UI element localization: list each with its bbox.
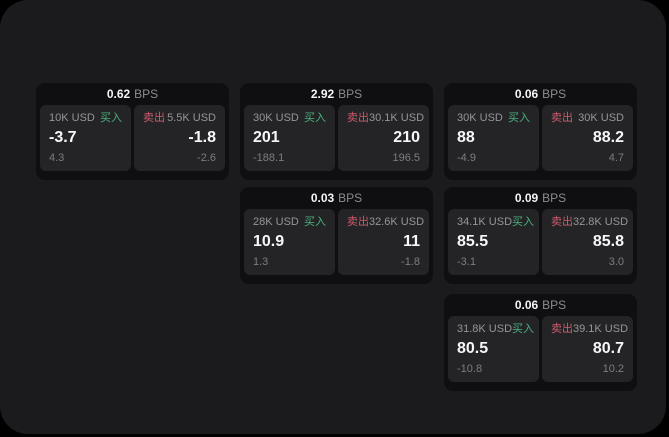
quote-body: 34.1K USD 买入 85.5 -3.1 卖出 32.8K USD 85.8… (444, 209, 637, 275)
spread-header: 0.06 BPS (444, 294, 637, 316)
spread-unit: BPS (338, 87, 363, 101)
buy-quote-tile[interactable]: 10K USD 买入 -3.7 4.3 (40, 105, 131, 171)
quote-card: 0.62 BPS 10K USD 买入 -3.7 4.3 卖出 5.5K USD… (36, 83, 229, 180)
sell-amount: 30K USD (578, 112, 624, 124)
quote-card: 0.06 BPS 30K USD 买入 88 -4.9 卖出 30K USD 8… (444, 83, 637, 180)
spread-header: 0.06 BPS (444, 83, 637, 105)
sell-delta: 4.7 (608, 152, 624, 164)
sell-quote-tile[interactable]: 卖出 5.5K USD -1.8 -2.6 (134, 105, 225, 171)
spread-value: 0.62 (106, 87, 131, 101)
buy-price: 88 (457, 129, 475, 146)
quote-body: 30K USD 买入 88 -4.9 卖出 30K USD 88.2 4.7 (444, 105, 637, 171)
sell-quote-tile[interactable]: 卖出 30.1K USD 210 196.5 (338, 105, 429, 171)
buy-price: 201 (253, 129, 280, 146)
quote-card: 0.03 BPS 28K USD 买入 10.9 1.3 卖出 32.6K US… (240, 187, 433, 284)
buy-price: -3.7 (49, 129, 77, 146)
spread-unit: BPS (542, 191, 567, 205)
buy-delta: -3.1 (457, 256, 476, 268)
buy-side-label: 买入 (100, 112, 122, 124)
sell-price: 11 (403, 233, 420, 250)
sell-side-label: 卖出 (347, 216, 369, 228)
quote-card: 0.09 BPS 34.1K USD 买入 85.5 -3.1 卖出 32.8K… (444, 187, 637, 284)
spread-header: 2.92 BPS (240, 83, 433, 105)
buy-amount: 34.1K USD (457, 216, 513, 228)
buy-price: 80.5 (457, 340, 489, 357)
buy-delta: -10.8 (457, 363, 483, 375)
sell-price: 80.7 (592, 340, 624, 357)
sell-amount: 5.5K USD (167, 112, 216, 124)
buy-delta: -4.9 (457, 152, 476, 164)
spread-header: 0.03 BPS (240, 187, 433, 209)
spread-value: 0.03 (310, 191, 335, 205)
buy-delta: 1.3 (253, 256, 269, 268)
buy-quote-tile[interactable]: 31.8K USD 买入 80.5 -10.8 (448, 316, 539, 382)
spread-value: 0.06 (514, 87, 539, 101)
sell-delta: 10.2 (602, 363, 624, 375)
sell-delta: -1.8 (401, 256, 420, 268)
spread-value: 0.09 (514, 191, 539, 205)
sell-delta: 196.5 (392, 152, 420, 164)
buy-quote-tile[interactable]: 28K USD 买入 10.9 1.3 (244, 209, 335, 275)
quote-body: 31.8K USD 买入 80.5 -10.8 卖出 39.1K USD 80.… (444, 316, 637, 382)
spread-header: 0.62 BPS (36, 83, 229, 105)
buy-delta: -188.1 (253, 152, 285, 164)
sell-side-label: 卖出 (551, 216, 573, 228)
buy-amount: 30K USD (253, 112, 299, 124)
sell-quote-tile[interactable]: 卖出 32.6K USD 11 -1.8 (338, 209, 429, 275)
sell-price: 85.8 (592, 233, 624, 250)
buy-quote-tile[interactable]: 30K USD 买入 88 -4.9 (448, 105, 539, 171)
buy-side-label: 买入 (512, 323, 535, 335)
buy-amount: 31.8K USD (457, 323, 513, 335)
sell-side-label: 卖出 (347, 112, 369, 124)
spread-unit: BPS (338, 191, 363, 205)
buy-amount: 10K USD (49, 112, 95, 124)
quote-card: 2.92 BPS 30K USD 买入 201 -188.1 卖出 30.1K … (240, 83, 433, 180)
sell-quote-tile[interactable]: 卖出 32.8K USD 85.8 3.0 (542, 209, 633, 275)
buy-side-label: 买入 (512, 216, 535, 228)
quote-card: 0.06 BPS 31.8K USD 买入 80.5 -10.8 卖出 39.1… (444, 294, 637, 391)
buy-side-label: 买入 (304, 216, 326, 228)
quote-body: 10K USD 买入 -3.7 4.3 卖出 5.5K USD -1.8 -2.… (36, 105, 229, 171)
buy-quote-tile[interactable]: 34.1K USD 买入 85.5 -3.1 (448, 209, 539, 275)
sell-side-label: 卖出 (551, 323, 573, 335)
sell-side-label: 卖出 (143, 112, 165, 124)
spread-value: 2.92 (310, 87, 335, 101)
quote-body: 28K USD 买入 10.9 1.3 卖出 32.6K USD 11 -1.8 (240, 209, 433, 275)
spread-unit: BPS (542, 298, 567, 312)
sell-price: 210 (393, 129, 420, 146)
quote-body: 30K USD 买入 201 -188.1 卖出 30.1K USD 210 1… (240, 105, 433, 171)
buy-quote-tile[interactable]: 30K USD 买入 201 -188.1 (244, 105, 335, 171)
buy-amount: 30K USD (457, 112, 503, 124)
sell-quote-tile[interactable]: 卖出 39.1K USD 80.7 10.2 (542, 316, 633, 382)
spread-value: 0.06 (514, 298, 539, 312)
buy-price: 85.5 (457, 233, 489, 250)
spread-unit: BPS (134, 87, 159, 101)
spread-header: 0.09 BPS (444, 187, 637, 209)
sell-side-label: 卖出 (551, 112, 573, 124)
buy-delta: 4.3 (49, 152, 65, 164)
buy-price: 10.9 (253, 233, 285, 250)
sell-quote-tile[interactable]: 卖出 30K USD 88.2 4.7 (542, 105, 633, 171)
buy-side-label: 买入 (304, 112, 326, 124)
sell-amount: 30.1K USD (369, 112, 425, 124)
sell-amount: 32.8K USD (573, 216, 629, 228)
buy-side-label: 买入 (508, 112, 530, 124)
sell-delta: -2.6 (197, 152, 216, 164)
buy-amount: 28K USD (253, 216, 299, 228)
spread-unit: BPS (542, 87, 567, 101)
sell-price: -1.8 (188, 129, 216, 146)
sell-delta: 3.0 (608, 256, 624, 268)
sell-amount: 32.6K USD (369, 216, 425, 228)
sell-amount: 39.1K USD (573, 323, 629, 335)
sell-price: 88.2 (592, 129, 624, 146)
